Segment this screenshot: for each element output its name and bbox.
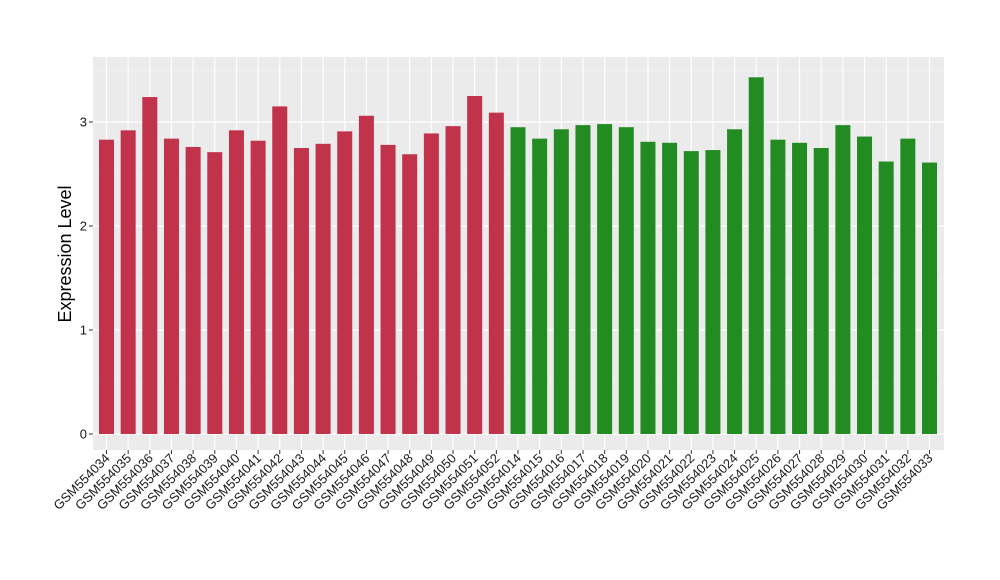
bar: [120, 130, 136, 434]
bar: [683, 151, 699, 434]
bar: [532, 138, 548, 434]
bar: [510, 127, 526, 434]
bar: [770, 139, 786, 434]
bar: [553, 129, 569, 434]
bar: [185, 146, 201, 434]
bar: [857, 136, 873, 434]
bar: [922, 162, 937, 434]
y-axis-title: Expression Level: [55, 185, 75, 322]
bar: [380, 144, 396, 434]
bar: [445, 126, 461, 434]
bar: [163, 138, 179, 434]
bar: [835, 125, 851, 435]
bar: [618, 127, 634, 434]
bar: [900, 138, 916, 434]
bars: [99, 77, 937, 435]
bar: [575, 125, 591, 435]
bar: [272, 106, 288, 435]
bar: [228, 130, 244, 434]
bar: [207, 152, 223, 434]
bar: [705, 150, 721, 434]
bar: [488, 112, 504, 434]
y-tick-label: 2: [80, 219, 87, 234]
bar: [293, 148, 309, 434]
y-tick-label: 0: [80, 427, 87, 442]
bar: [467, 96, 483, 434]
bar: [423, 133, 439, 434]
bar: [250, 140, 266, 434]
y-tick-label: 3: [80, 115, 87, 130]
bar: [597, 124, 613, 434]
bar: [142, 97, 158, 434]
x-axis: GSM554034GSM554035GSM554036GSM554037GSM5…: [50, 450, 936, 513]
bar: [402, 154, 418, 435]
bar: [99, 139, 114, 434]
bar: [878, 161, 894, 434]
bar: [315, 143, 331, 434]
y-axis: 0 1 2 3: [80, 115, 93, 442]
bar: [727, 129, 743, 434]
bar: [813, 148, 829, 434]
bar: [358, 115, 374, 434]
bar: [792, 142, 808, 435]
bar: [337, 131, 353, 435]
bar: [640, 141, 656, 434]
bar: [748, 77, 764, 434]
bar: [662, 142, 678, 435]
y-tick-label: 1: [80, 323, 87, 338]
